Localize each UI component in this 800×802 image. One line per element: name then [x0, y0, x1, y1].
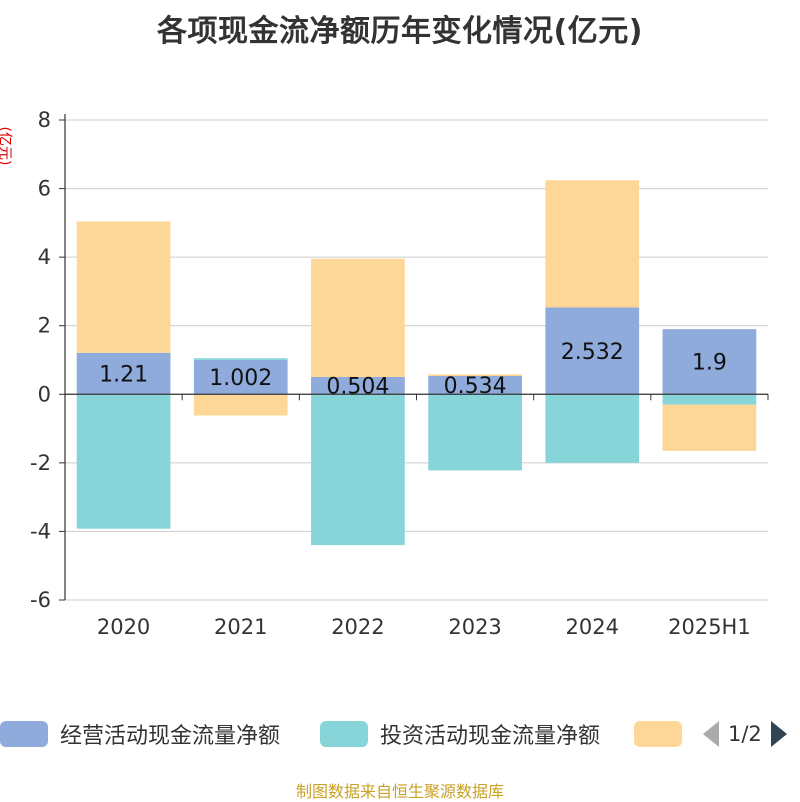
x-tick-label: 2022	[331, 615, 384, 639]
bar-2024-series-1	[545, 394, 640, 463]
legend-label-investing: 投资活动现金流量净额	[380, 724, 601, 749]
bar-2020-series-1	[76, 394, 171, 529]
x-tick-label: 2024	[566, 615, 619, 639]
bar-2021-series-1	[193, 358, 288, 360]
chart-title: 各项现金流净额历年变化情况(亿元)	[157, 14, 643, 49]
data-label: 1.002	[209, 366, 272, 391]
bar-2024-series-0	[545, 307, 640, 395]
axes: -6 -4 -2 0 2 4 6 8 2020 2021 2022 2023 2024 2025H1	[30, 108, 769, 639]
y-tick-label: -4	[30, 519, 51, 543]
data-label: 0.504	[326, 375, 389, 400]
y-tick-label: -6	[30, 588, 51, 612]
bar-2021-series-0	[193, 359, 288, 395]
bar-2023-series-2	[428, 374, 522, 376]
y-tick-label: -2	[30, 451, 51, 475]
bar-2021-series-2	[193, 394, 288, 416]
bar-2020-series-0	[76, 352, 171, 395]
bar-2023-series-1	[428, 394, 522, 471]
bar-2025H1-series-2	[662, 404, 757, 451]
y-tick-label: 2	[38, 314, 51, 338]
y-tick-label: 0	[38, 382, 51, 406]
data-label: 0.534	[444, 374, 507, 399]
legend-page-indicator: 1/2	[728, 722, 762, 746]
bar-2022-series-2	[311, 258, 405, 378]
data-label: 1.21	[99, 363, 148, 388]
legend-item-third[interactable]	[634, 717, 694, 751]
legend-pager: 1/2	[702, 717, 788, 751]
x-tick-label: 2023	[448, 615, 501, 639]
bar-2023-series-0	[428, 375, 522, 395]
triangle-right-icon[interactable]	[770, 720, 788, 748]
legend-swatch-operating	[0, 721, 48, 747]
data-label: 1.9	[692, 351, 727, 376]
data-source-note: 制图数据来自恒生聚源数据库	[295, 782, 504, 801]
bar-2020-series-2	[76, 221, 171, 353]
legend: 经营活动现金流量净额 投资活动现金流量净额 1/2	[0, 717, 800, 751]
bar-chart: -6 -4 -2 0 2 4 6 8 2020 2021 2022 2023 2024 2025H1 1.…	[30, 108, 769, 639]
legend-label-operating: 经营活动现金流量净额	[60, 724, 281, 749]
x-tick-label: 2021	[214, 615, 267, 639]
legend-swatch-third	[634, 721, 682, 747]
bar-2022-series-0	[311, 377, 405, 395]
legend-item-operating[interactable]: 经营活动现金流量净额	[0, 717, 280, 751]
triangle-left-icon[interactable]	[702, 720, 720, 748]
y-tick-label: 6	[38, 177, 51, 201]
x-tick-label: 2025H1	[668, 615, 751, 639]
y-tick-label: 8	[38, 108, 51, 132]
bar-2022-series-1	[311, 394, 405, 546]
y-tick-label: 4	[38, 245, 51, 269]
bar-2025H1-series-0	[662, 329, 757, 395]
legend-item-investing[interactable]: 投资活动现金流量净额	[320, 717, 600, 751]
bar-2024-series-2	[545, 180, 640, 308]
x-tick-label: 2020	[97, 615, 150, 639]
bar-2025H1-series-1	[662, 394, 757, 405]
data-label: 2.532	[561, 340, 624, 365]
bar-series	[76, 180, 757, 546]
data-labels: 1.21 1.002 0.504 0.534 2.532 1.9	[99, 340, 727, 400]
legend-swatch-investing	[320, 721, 368, 747]
